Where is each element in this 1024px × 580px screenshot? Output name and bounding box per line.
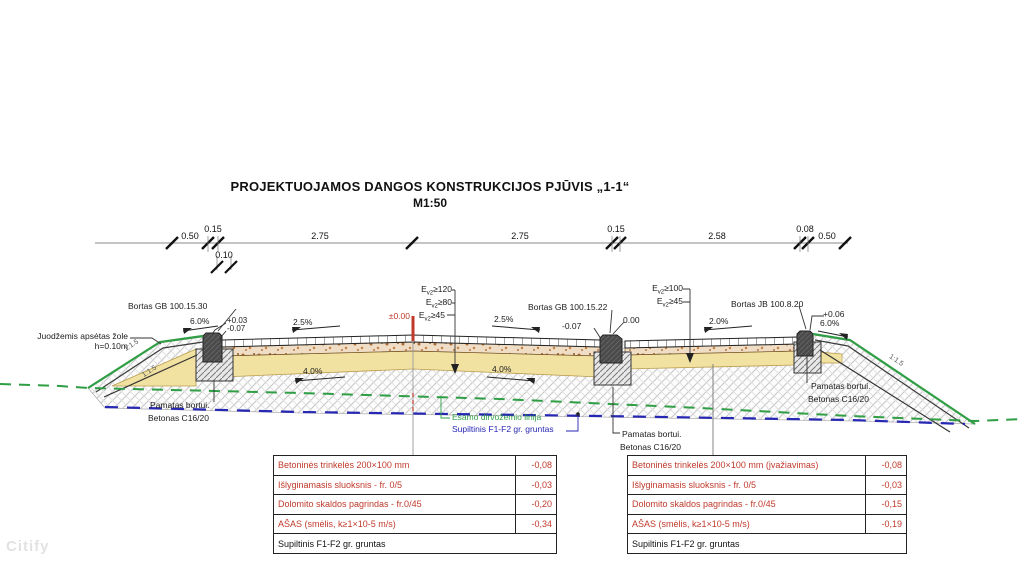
slope-driveway: 2.0% — [709, 316, 729, 326]
slope-indicators — [182, 325, 849, 384]
drawing-title-block: PROJEKTUOJAMOS DANGOS KONSTRUKCIJOS PJŪV… — [80, 179, 780, 210]
table-row: Betoninės trinkelės 200×100 mm -0,08 — [274, 456, 556, 476]
e-modulus-right-45: Ev2≥45 — [656, 296, 683, 309]
slope-inner-left — [103, 354, 198, 398]
fill-bottom-dashed — [104, 405, 966, 426]
dim-0-08: 0.08 — [796, 224, 814, 234]
topsoil-line-right — [814, 339, 970, 429]
table-row: Išlyginamasis sluoksnis - fr. 0/5 -0,03 — [628, 475, 906, 496]
table-row: AŠAS (smėlis, k≥1×10-5 m/s) -0,34 — [274, 514, 556, 535]
slope-subgrade-left: 4.0% — [303, 366, 323, 376]
slope-lines — [87, 332, 976, 433]
dashed-lines — [0, 383, 1024, 426]
table-row: Dolomito skaldos pagrindas - fr.0/45 -0,2… — [274, 495, 556, 515]
dim-2-58: 2.58 — [708, 231, 726, 241]
elev-left-curb-top: +0.03 — [227, 316, 248, 325]
slope-inner-right — [819, 349, 951, 433]
elev-center-curb-top: 0.00 — [623, 315, 640, 325]
elev-right-curb-top: +0.06 — [823, 309, 845, 319]
existing-ground-label: Esamo dirvožemio linija — [452, 412, 542, 422]
leader-lines — [130, 305, 824, 434]
dim-0-15-left: 0.15 — [204, 224, 222, 234]
dim-0-50-left: 0.50 — [181, 231, 199, 241]
table-row: AŠAS (smėlis, k≥1×10-5 m/s) -0,19 — [628, 514, 906, 535]
dim-0-50-right: 0.50 — [818, 231, 836, 241]
foundation-label-left-1: Pamatas bortui. — [150, 400, 210, 410]
elev-center-edge: -0.07 — [562, 321, 582, 331]
curb-left-label: Bortas GB 100.15.30 — [128, 301, 208, 311]
elev-axis: ±0.00 — [388, 311, 410, 321]
dim-0-10-below: 0.10 — [215, 250, 233, 260]
curb-center-label: Bortas GB 100.15.22 — [528, 302, 608, 312]
dimension-line — [95, 236, 852, 274]
foundation-label-right-2: Betonas C16/20 — [808, 394, 869, 404]
e-modulus-left-80: Ev2≥80 — [425, 297, 452, 310]
citify-watermark: Citify — [6, 538, 50, 555]
sand-layers — [111, 348, 843, 387]
green-surface-left — [87, 334, 204, 389]
existing-ground-dashed — [0, 383, 1024, 423]
slope-lane-right: 2.5% — [494, 314, 514, 324]
curbs — [202, 330, 814, 364]
green-surface-right — [812, 332, 976, 425]
drawing-scale: M1:50 — [412, 196, 447, 210]
elev-left-edge: -0.07 — [227, 324, 246, 333]
foundation-label-center-2: Betonas C16/20 — [620, 442, 681, 452]
foundation-label-center-1: Pamatas bortui. — [622, 429, 682, 439]
table-row: Supiltinis F1-F2 gr. gruntas — [632, 538, 740, 549]
dim-2-75-b: 2.75 — [511, 231, 529, 241]
dim-2-75-a: 2.75 — [311, 231, 329, 241]
topsoil-line-left — [95, 341, 204, 393]
layer-table-right: Betoninės trinkelės 200×100 mm (įvažiavi… — [627, 455, 907, 554]
road-axis — [411, 316, 714, 455]
curb-right-label: Bortas JB 100.8.20 — [731, 299, 804, 309]
curb-left-block — [202, 332, 223, 363]
slope-verge-left: 6.0% — [190, 316, 210, 326]
curb-foundations — [195, 341, 822, 386]
slope-verge-right: 6.0% — [820, 318, 840, 328]
e-modulus-left-120: Ev2≥120 — [421, 284, 452, 297]
page-title: PROJEKTUOJAMOS DANGOS KONSTRUKCIJOS PJŪV… — [230, 179, 630, 194]
e-modulus-left-45: Ev2≥45 — [418, 310, 445, 323]
table-row: Dolomito skaldos pagrindas - fr.0/45 -0,1… — [628, 495, 906, 515]
curb-right-block — [796, 330, 814, 357]
topsoil-label-line2: h=0.10m — [94, 341, 128, 351]
dim-0-15-right: 0.15 — [607, 224, 625, 234]
table-row: Betoninės trinkelės 200×100 mm (įvažiavi… — [628, 456, 906, 476]
topsoil-label-line1: Juodžemis apsėtas žole — [37, 331, 128, 341]
slope-subgrade-right: 4.0% — [492, 364, 512, 374]
foundation-label-right-1: Pamatas bortui. — [811, 381, 871, 391]
layer-table-left: Betoninės trinkelės 200×100 mm -0,08 Išly… — [273, 455, 557, 554]
slope-lane-left: 2.5% — [293, 317, 313, 327]
table-row: Išlyginamasis sluoksnis - fr. 0/5 -0,03 — [274, 475, 556, 496]
table-row: Supiltinis F1-F2 gr. gruntas — [278, 538, 386, 549]
modulus-leaders — [447, 288, 694, 374]
e-modulus-right-100: Ev2≥100 — [652, 283, 683, 296]
fill-soil-label: Supiltinis F1-F2 gr. gruntas — [452, 424, 554, 434]
foundation-label-left-2: Betonas C16/20 — [148, 413, 209, 423]
curb-center-block — [599, 334, 623, 364]
